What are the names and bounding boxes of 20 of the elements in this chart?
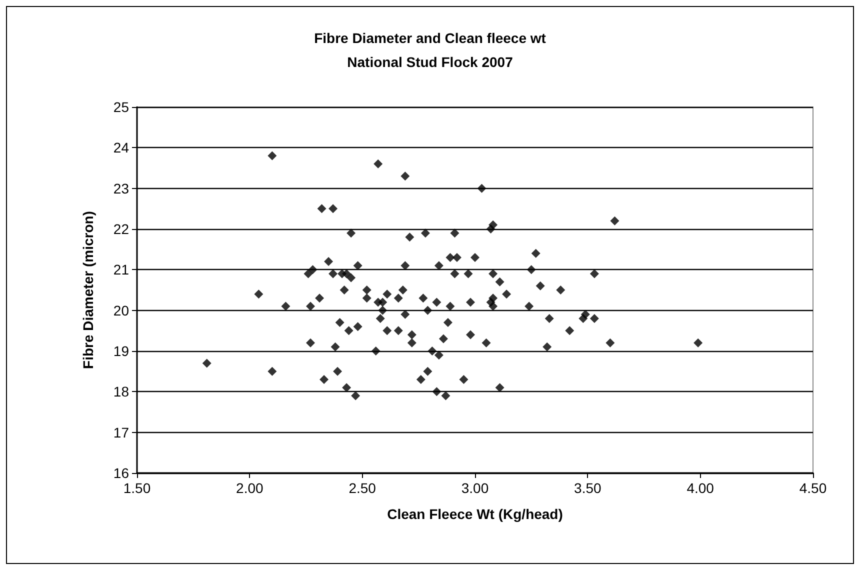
y-tick-label: 22: [113, 221, 130, 237]
y-tick-label: 21: [113, 262, 130, 278]
y-tick-label: 23: [113, 180, 130, 196]
y-tick-label: 19: [113, 343, 130, 359]
x-tick-label: 2.50: [348, 480, 376, 496]
x-tick-label: 3.00: [461, 480, 489, 496]
x-tick-label: 3.50: [574, 480, 602, 496]
x-tick-label: 4.50: [799, 480, 827, 496]
y-tick-label: 18: [113, 384, 130, 400]
y-tick-label: 24: [113, 140, 130, 156]
chart-title: Fibre Diameter and Clean fleece wt National Stud Flock 2007: [314, 30, 546, 70]
y-tick-label: 16: [113, 465, 130, 481]
y-tick-label: 20: [113, 302, 130, 318]
x-axis-title: Clean Fleece Wt (Kg/head): [387, 506, 563, 522]
x-tick-label: 4.00: [686, 480, 714, 496]
x-tick-label: 2.00: [236, 480, 264, 496]
y-axis-title: Fibre Diameter (micron): [80, 211, 96, 369]
x-tick-label: 1.50: [123, 480, 151, 496]
y-tick-label: 17: [113, 424, 130, 440]
y-tick-label: 25: [113, 99, 130, 115]
